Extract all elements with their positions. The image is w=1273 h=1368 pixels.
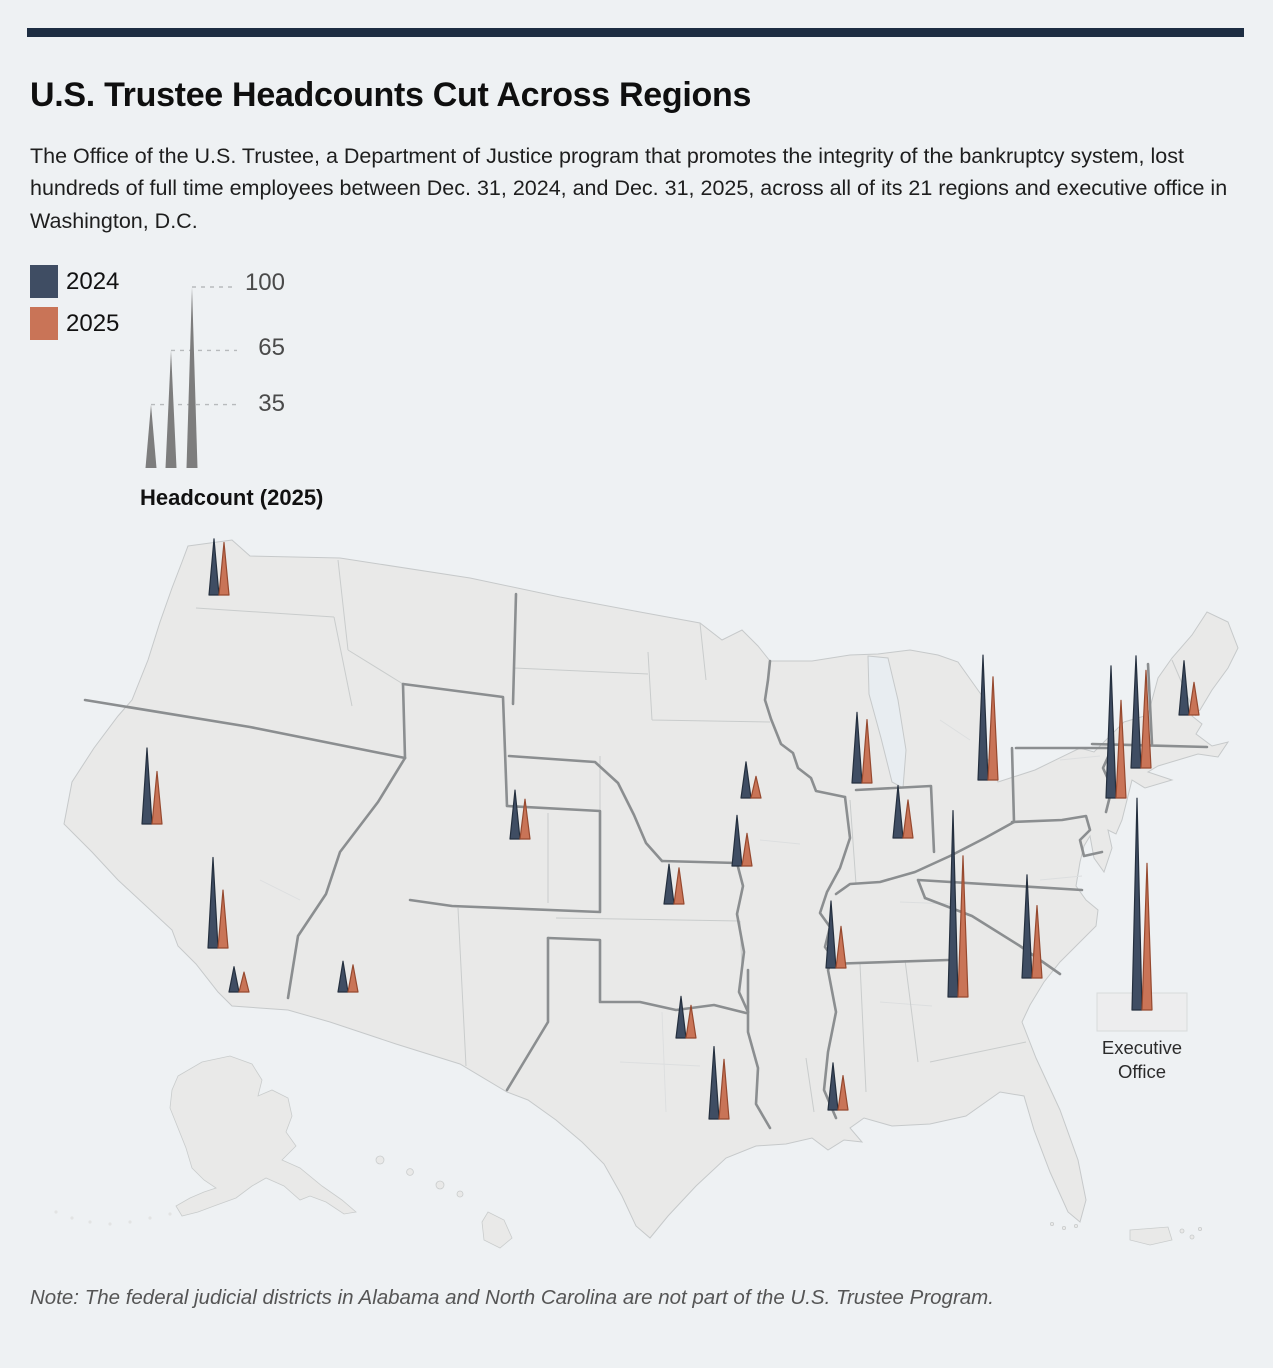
- map-spike-2025: [1031, 904, 1043, 979]
- page-subtitle: The Office of the U.S. Trustee, a Depart…: [30, 144, 1228, 233]
- page-title: U.S. Trustee Headcounts Cut Across Regio…: [30, 76, 752, 114]
- map-spike-2025: [741, 832, 753, 867]
- region-boundaries: [83, 592, 1209, 1130]
- map-spike-2024: [675, 995, 687, 1039]
- legend-swatch-2025: [30, 307, 58, 340]
- aleutian-islands: [54, 1210, 172, 1226]
- map-spike-2024: [1021, 874, 1033, 979]
- map-spike-2024: [851, 711, 863, 784]
- map-spike-2025: [673, 867, 685, 905]
- map-spike-2024: [207, 856, 219, 949]
- size-legend-tick-65: 65: [258, 334, 285, 361]
- chart-note: Note: The federal judicial districts in …: [30, 1286, 994, 1309]
- size-legend-title: Headcount (2025): [140, 485, 324, 510]
- map-spike-2024: [1105, 665, 1117, 799]
- size-legend-spike: [165, 350, 177, 468]
- map-spike-2024: [337, 960, 349, 993]
- map-spike-2025: [1115, 699, 1127, 799]
- map-spike-2024: [228, 966, 240, 993]
- map-spike-2024: [1178, 660, 1190, 716]
- map-spike-2024: [1130, 655, 1142, 769]
- accent-bar: [27, 28, 1244, 37]
- map-spike-2024: [740, 761, 752, 799]
- alaska: [169, 1055, 357, 1217]
- puerto-rico-and-keys: [1050, 1222, 1203, 1246]
- map-spike-2025: [347, 964, 359, 993]
- map-spike-2025: [217, 889, 229, 949]
- map-spike-2024: [208, 538, 220, 596]
- map-spike-2024: [141, 747, 153, 825]
- map-spike-2025: [861, 718, 873, 784]
- map-spike-2024: [892, 784, 904, 839]
- legend-swatch-2024: [30, 265, 58, 298]
- spike-layer: [141, 538, 1200, 1120]
- map-spike-2025: [837, 1074, 849, 1111]
- map-spike-2025: [718, 1058, 730, 1120]
- map-spike-2025: [218, 541, 230, 596]
- map-spike-2024: [977, 654, 989, 781]
- map-spike-2024: [708, 1045, 720, 1120]
- executive-office-label: Executive Office: [1101, 1037, 1183, 1083]
- map-spike-2024: [827, 1062, 839, 1111]
- size-legend-tick-35: 35: [258, 390, 285, 417]
- map-spike-2024: [825, 900, 837, 969]
- map-spike-2024: [947, 809, 959, 998]
- map-spike-2025: [1188, 681, 1200, 716]
- legend-label-2025: 2025: [66, 310, 120, 337]
- map-spike-2024: [1131, 797, 1143, 1011]
- size-legend-tick-100: 100: [244, 269, 285, 296]
- map-spike-2025: [750, 775, 762, 799]
- map-spike-2024: [663, 863, 675, 905]
- map-spike-2024: [509, 789, 521, 840]
- map-spike-2025: [902, 799, 914, 839]
- map-spike-2024: [731, 814, 743, 867]
- map-spike-2025: [835, 925, 847, 969]
- map-spike-2025: [1140, 669, 1152, 769]
- map-spike-2025: [1141, 862, 1153, 1011]
- size-legend-spike: [186, 287, 198, 468]
- legend-label-2024: 2024: [66, 268, 120, 295]
- map-spike-2025: [957, 855, 969, 998]
- map-spike-2025: [151, 770, 163, 825]
- map-spike-2025: [238, 971, 250, 993]
- map-spike-2025: [987, 676, 999, 781]
- map-spike-2025: [685, 1004, 697, 1039]
- map-spike-2025: [519, 798, 531, 840]
- size-legend-spike: [145, 404, 157, 468]
- size-legend-spikes: [145, 286, 237, 468]
- hawaii: [375, 1155, 513, 1249]
